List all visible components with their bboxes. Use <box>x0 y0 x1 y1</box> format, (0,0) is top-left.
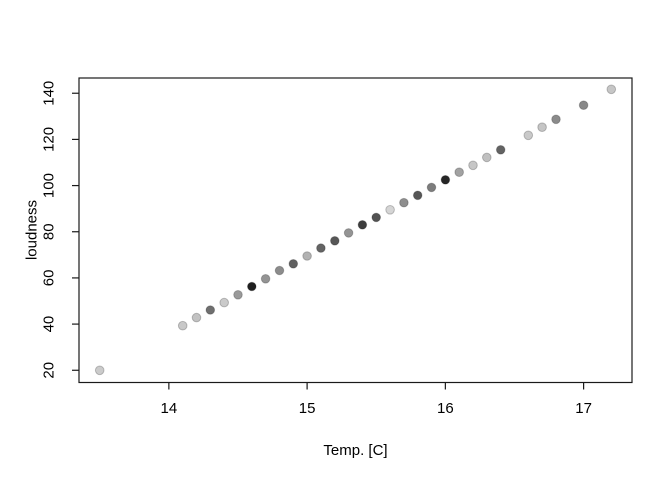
scatter-point <box>288 259 299 269</box>
scatter-point <box>537 122 547 132</box>
scatter-point <box>94 365 105 376</box>
y-axis-label: loudness <box>24 200 41 260</box>
scatter-point <box>330 236 340 246</box>
scatter-point <box>426 182 437 193</box>
x-axis-tick-labels: 14 15 16 17 <box>161 400 592 417</box>
x-tick-label: 17 <box>575 400 592 417</box>
y-tick-label: 40 <box>41 316 58 333</box>
x-tick-label: 14 <box>161 400 178 417</box>
scatter-point <box>260 274 271 284</box>
y-tick-label: 100 <box>41 173 58 198</box>
data-points <box>94 84 617 376</box>
scatter-point <box>440 175 451 185</box>
scatter-point <box>399 197 409 208</box>
scatter-point <box>412 190 423 201</box>
scatter-point <box>578 100 589 110</box>
y-tick-label: 60 <box>41 270 58 287</box>
scatter-point <box>247 281 257 292</box>
x-axis-label: Temp. [C] <box>323 442 387 459</box>
y-tick-label: 80 <box>41 223 58 240</box>
scatter-point <box>385 205 395 215</box>
scatter-point <box>219 297 229 308</box>
scatter-point <box>357 220 368 230</box>
scatter-point <box>233 290 243 300</box>
scatter-point <box>371 212 382 223</box>
plot-box <box>78 77 633 384</box>
scatter-point <box>468 160 478 171</box>
scatter-point <box>606 84 617 95</box>
x-tick-label: 16 <box>437 400 454 417</box>
scatter-point <box>454 167 465 177</box>
y-tick-label: 20 <box>41 362 58 379</box>
y-tick-label: 120 <box>41 127 58 152</box>
scatter-point <box>482 152 492 163</box>
scatter-point <box>343 228 354 238</box>
x-axis-ticks <box>168 382 585 390</box>
scatter-point <box>191 312 202 323</box>
y-axis-ticks <box>72 92 79 371</box>
scatter-point <box>302 251 312 261</box>
scatter-point <box>495 145 506 155</box>
scatter-point <box>274 265 285 276</box>
scatter-point <box>205 305 216 315</box>
scatter-point <box>551 114 561 125</box>
x-tick-label: 15 <box>299 400 316 417</box>
scatter-point <box>523 130 534 141</box>
y-axis-tick-labels: 20 40 60 80 100 120 140 <box>41 81 58 379</box>
scatter-point <box>177 320 188 331</box>
y-tick-label: 140 <box>41 81 58 106</box>
scatter-point <box>316 243 326 253</box>
